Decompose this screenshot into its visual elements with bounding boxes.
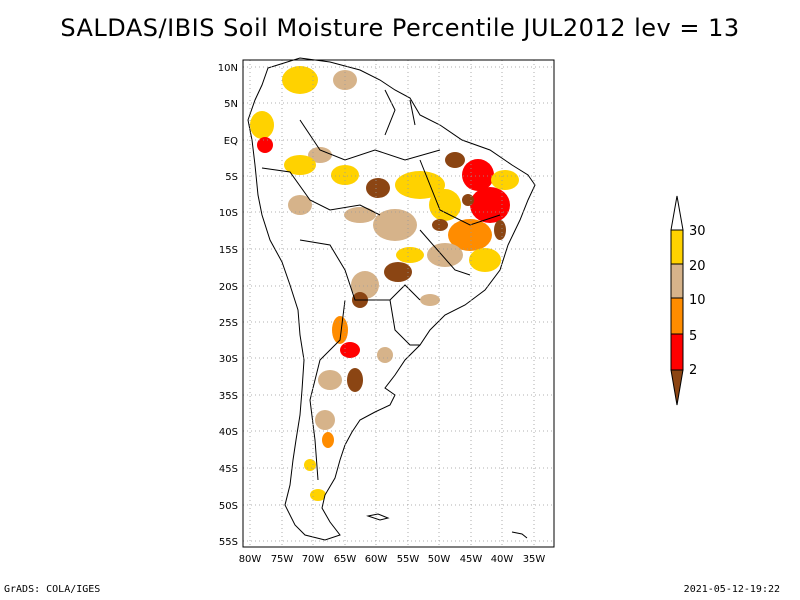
lat-label: 55S	[219, 537, 238, 548]
lat-label: 5N	[224, 99, 238, 110]
footer-timestamp: 2021-05-12-19:22	[683, 584, 780, 595]
colorbar-bottom-arrow	[670, 369, 684, 406]
lon-label: 50W	[428, 554, 451, 565]
lat-label: 30S	[219, 354, 238, 365]
lat-label: 25S	[219, 318, 238, 329]
moisture-patches	[250, 66, 519, 501]
coastline	[247, 57, 536, 541]
lat-axis: 10N 5N EQ 5S 10S 15S 20S 25S 30S 35S 40S…	[218, 63, 238, 548]
colorbar-label: 10	[689, 293, 706, 308]
lat-label: EQ	[224, 136, 238, 147]
lat-label: 45S	[219, 464, 238, 475]
colorbar-top-arrow	[670, 195, 684, 231]
lon-label: 60W	[365, 554, 388, 565]
lon-label: 40W	[491, 554, 514, 565]
lon-label: 55W	[397, 554, 420, 565]
map-title: SALDAS/IBIS Soil Moisture Percentile JUL…	[60, 14, 740, 42]
land-fill	[250, 66, 519, 501]
lat-label: 20S	[219, 282, 238, 293]
falkland-islands	[366, 513, 390, 521]
lon-label: 35W	[523, 554, 546, 565]
footer-credit: GrADS: COLA/IGES	[4, 584, 101, 595]
lon-label: 65W	[334, 554, 357, 565]
colorbar-label: 5	[689, 329, 697, 344]
colorbar-label: 2	[689, 363, 697, 378]
gridlines	[243, 60, 554, 547]
lat-label: 35S	[219, 391, 238, 402]
colorbar-label: 20	[689, 259, 706, 274]
lat-label: 40S	[219, 427, 238, 438]
colorbar	[670, 195, 684, 406]
south-georgia	[511, 531, 528, 539]
lon-axis: 80W 75W 70W 65W 60W 55W 50W 45W 40W 35W	[239, 554, 546, 565]
plot-frame	[242, 59, 555, 548]
lat-label: 50S	[219, 501, 238, 512]
lat-label: 10N	[218, 63, 238, 74]
colorbar-swatch	[670, 297, 684, 335]
colorbar-swatch	[670, 229, 684, 265]
colorbar-swatch	[670, 333, 684, 371]
lat-label: 15S	[219, 245, 238, 256]
lon-label: 80W	[239, 554, 262, 565]
colorbar-labels: 2 5 10 20 30	[689, 224, 706, 378]
lon-label: 45W	[460, 554, 483, 565]
colorbar-swatch	[670, 263, 684, 299]
colorbar-label: 30	[689, 224, 706, 239]
lon-label: 70W	[302, 554, 325, 565]
lon-label: 75W	[271, 554, 294, 565]
borders	[247, 57, 536, 541]
lat-label: 5S	[225, 172, 238, 183]
lat-label: 10S	[219, 208, 238, 219]
